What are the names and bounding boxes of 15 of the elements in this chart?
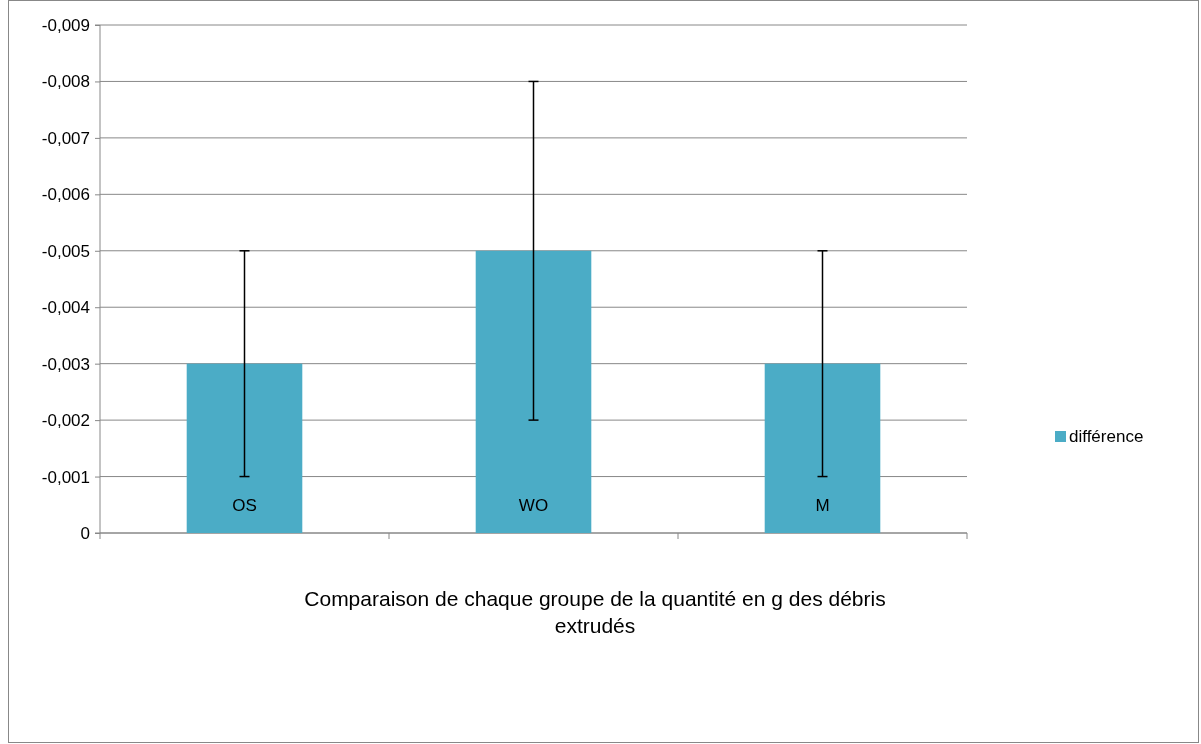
x-tick-label: OS [232, 496, 257, 515]
y-tick-label: -0,007 [41, 128, 90, 148]
legend-label: différence [1069, 427, 1144, 446]
y-tick-label: -0,001 [41, 467, 90, 487]
y-tick-label: -0,006 [41, 185, 90, 205]
y-tick-label: -0,008 [41, 72, 90, 92]
y-tick-label: -0,009 [41, 15, 90, 35]
y-tick-label: -0,003 [41, 354, 90, 374]
y-tick-label: 0 [80, 523, 90, 543]
y-tick-label: -0,002 [41, 411, 90, 431]
x-tick-label: M [815, 496, 830, 515]
y-tick-label: -0,005 [41, 241, 90, 261]
y-tick-label: -0,004 [41, 298, 90, 318]
x-tick-label: WO [518, 496, 549, 515]
x-axis-title: Comparaison de chaque groupe de la quantité en g des débris extrudés [304, 587, 886, 637]
